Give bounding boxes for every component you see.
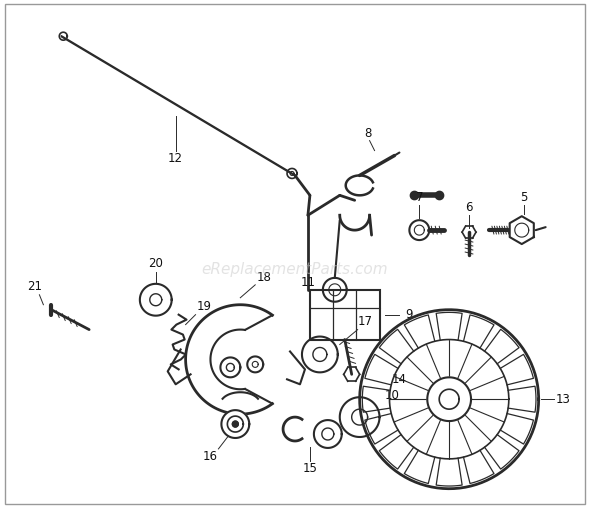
Text: 13: 13	[556, 393, 571, 406]
Text: 16: 16	[203, 451, 218, 463]
Text: 14: 14	[392, 373, 407, 386]
Polygon shape	[340, 397, 379, 437]
Polygon shape	[221, 358, 240, 377]
Text: 18: 18	[257, 271, 271, 284]
Text: 11: 11	[300, 276, 316, 290]
Text: eReplacementParts.com: eReplacementParts.com	[202, 263, 388, 277]
Polygon shape	[439, 389, 459, 409]
Text: 19: 19	[197, 300, 212, 313]
Text: 7: 7	[415, 191, 423, 204]
Text: 10: 10	[385, 389, 400, 402]
Text: 9: 9	[405, 308, 413, 321]
Polygon shape	[247, 357, 263, 372]
Polygon shape	[314, 420, 342, 448]
Polygon shape	[302, 336, 337, 372]
Text: 12: 12	[168, 152, 183, 165]
Polygon shape	[427, 377, 471, 421]
Text: 20: 20	[148, 258, 163, 270]
Text: 5: 5	[520, 191, 527, 204]
Polygon shape	[360, 310, 539, 489]
Text: 6: 6	[466, 201, 473, 214]
Text: 15: 15	[303, 462, 317, 475]
Polygon shape	[232, 421, 238, 427]
Text: 21: 21	[27, 280, 42, 293]
Text: 8: 8	[364, 127, 371, 140]
Text: 17: 17	[358, 315, 373, 328]
Polygon shape	[221, 410, 249, 438]
Polygon shape	[140, 284, 172, 315]
